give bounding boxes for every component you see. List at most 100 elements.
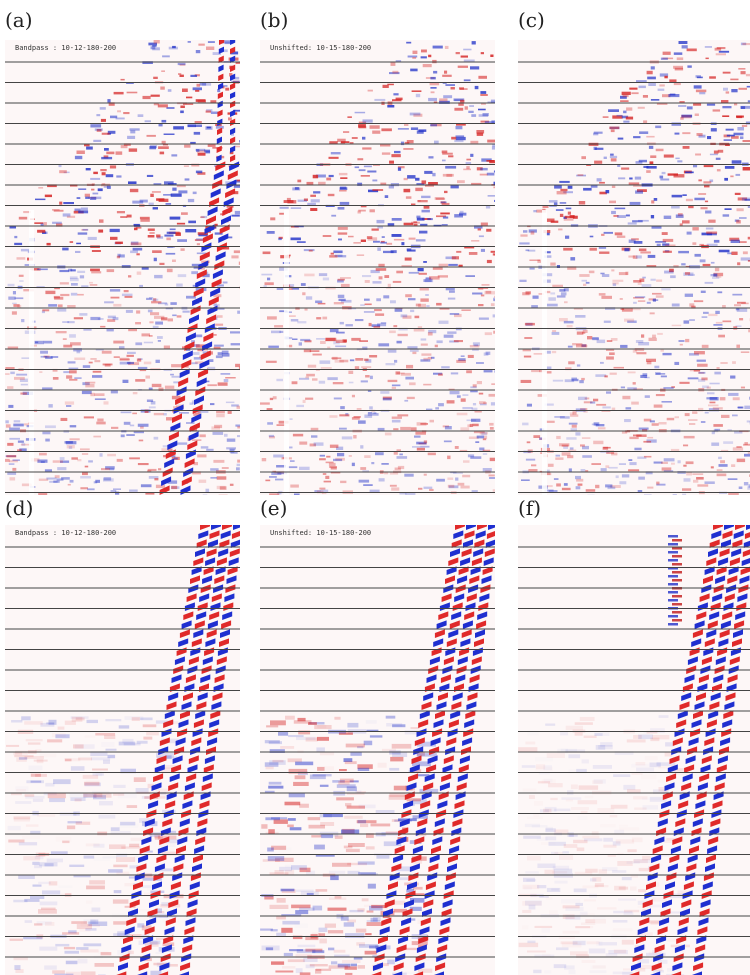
- wavelet: [478, 108, 486, 111]
- wavelet: [164, 181, 174, 185]
- ground-roll: [211, 525, 221, 530]
- ground-roll: [683, 881, 694, 890]
- wavelet: [193, 462, 198, 466]
- wavelet: [135, 226, 142, 229]
- wavelet: [33, 759, 48, 762]
- ground-roll: [674, 728, 685, 737]
- wavelet: [328, 870, 346, 874]
- wavelet: [70, 292, 78, 296]
- wavelet: [624, 909, 640, 913]
- ground-roll: [204, 647, 215, 657]
- ground-roll: [684, 674, 695, 684]
- wavelet: [483, 352, 489, 356]
- wavelet: [397, 414, 409, 417]
- wavelet: [15, 750, 28, 755]
- wavelet: [556, 295, 566, 298]
- wavelet: [611, 452, 618, 456]
- wavelet: [111, 426, 119, 429]
- wavelet: [73, 874, 91, 878]
- wavelet: [420, 56, 427, 59]
- wavelet: [158, 387, 164, 391]
- wavelet: [388, 794, 407, 800]
- ground-roll: [201, 242, 212, 252]
- wavelet: [129, 424, 135, 427]
- wavelet: [646, 952, 666, 957]
- ground-roll: [447, 863, 457, 872]
- wavelet: [194, 121, 202, 124]
- wavelet: [665, 244, 676, 247]
- wavelet: [550, 797, 558, 801]
- wavelet: [162, 942, 175, 946]
- wavelet: [378, 343, 390, 347]
- wavelet: [268, 434, 275, 438]
- wavelet: [84, 782, 101, 787]
- wavelet: [708, 404, 719, 407]
- ground-roll: [709, 827, 720, 836]
- ground-roll: [464, 530, 475, 540]
- wavelet: [466, 166, 470, 170]
- wavelet: [337, 963, 351, 968]
- ground-roll: [215, 161, 226, 172]
- ground-roll: [211, 278, 222, 288]
- wavelet: [302, 399, 306, 403]
- wavelet: [40, 722, 55, 727]
- wavelet: [641, 774, 656, 779]
- wavelet: [663, 215, 672, 219]
- wavelet: [347, 870, 360, 874]
- wavelet: [82, 365, 91, 368]
- wavelet: [448, 485, 459, 489]
- ground-roll: [705, 863, 715, 872]
- wavelet: [261, 824, 268, 829]
- wavelet: [93, 795, 106, 800]
- wavelet: [110, 296, 120, 299]
- wavelet: [383, 250, 394, 254]
- wavelet: [596, 403, 607, 406]
- ground-roll: [230, 145, 236, 153]
- wavelet: [334, 954, 350, 958]
- ground-roll: [449, 845, 460, 855]
- wavelet: [337, 255, 347, 258]
- wavelet: [122, 738, 134, 744]
- wavelet: [381, 463, 389, 465]
- wavelet: [383, 841, 402, 847]
- wavelet: [609, 352, 615, 355]
- wavelet: [385, 831, 402, 835]
- wavelet: [563, 931, 580, 934]
- wavelet: [724, 208, 732, 210]
- ground-roll: [185, 449, 196, 459]
- wavelet: [662, 51, 671, 55]
- wavelet: [553, 478, 559, 480]
- wavelet: [460, 99, 465, 103]
- wavelet: [533, 353, 544, 355]
- ground-roll: [716, 764, 727, 774]
- ground-roll: [194, 395, 204, 405]
- wavelet: [390, 300, 396, 304]
- wavelet: [217, 382, 228, 386]
- wavelet: [8, 460, 18, 463]
- wavelet: [204, 149, 210, 153]
- wavelet: [205, 488, 210, 492]
- wavelet: [294, 775, 306, 780]
- wavelet: [137, 114, 144, 117]
- wavelet: [654, 365, 660, 369]
- ground-roll: [654, 836, 665, 846]
- wavelet: [324, 923, 336, 928]
- ground-roll: [179, 818, 190, 828]
- wavelet: [413, 221, 418, 224]
- wavelet: [589, 235, 594, 238]
- wavelet: [123, 290, 129, 293]
- ground-roll: [174, 656, 185, 665]
- ground-roll: [168, 899, 179, 909]
- wavelet: [533, 210, 537, 213]
- ground-roll: [629, 971, 640, 975]
- wavelet: [682, 146, 690, 149]
- wavelet: [140, 484, 152, 488]
- ground-roll: [733, 629, 743, 639]
- ground-roll: [188, 584, 199, 593]
- wavelet: [583, 401, 593, 404]
- wavelet: [231, 255, 239, 259]
- wavelet: [465, 162, 472, 165]
- wavelet: [524, 337, 533, 339]
- wavelet: [600, 824, 616, 828]
- wavelet: [276, 424, 286, 426]
